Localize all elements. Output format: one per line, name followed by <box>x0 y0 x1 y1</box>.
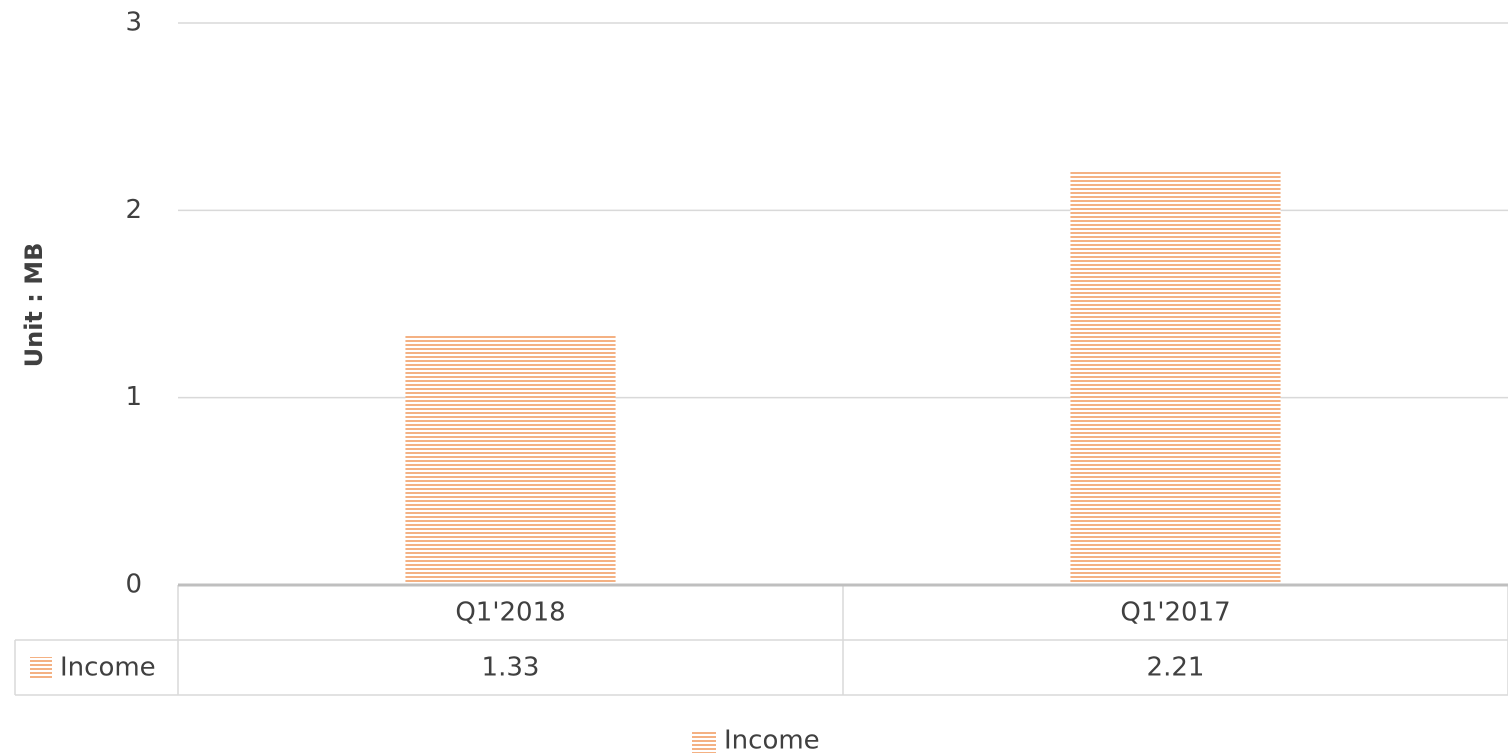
legend-label: Income <box>724 726 820 754</box>
bar <box>405 335 616 585</box>
y-axis-label: Unit : MB <box>20 243 48 368</box>
y-tick-label: 1 <box>125 382 142 412</box>
bar <box>1070 170 1281 585</box>
y-tick-label: 0 <box>125 570 142 600</box>
y-tick-label: 3 <box>125 8 142 38</box>
x-tick-label: Q1'2017 <box>1120 598 1230 628</box>
y-tick-label: 2 <box>125 195 142 225</box>
legend-key <box>692 731 716 753</box>
table-series-name: Income <box>60 653 156 683</box>
table-value: 1.33 <box>482 653 540 683</box>
x-tick-label: Q1'2018 <box>455 598 565 628</box>
table-value: 2.21 <box>1147 653 1205 683</box>
table-legend-key <box>30 657 52 679</box>
